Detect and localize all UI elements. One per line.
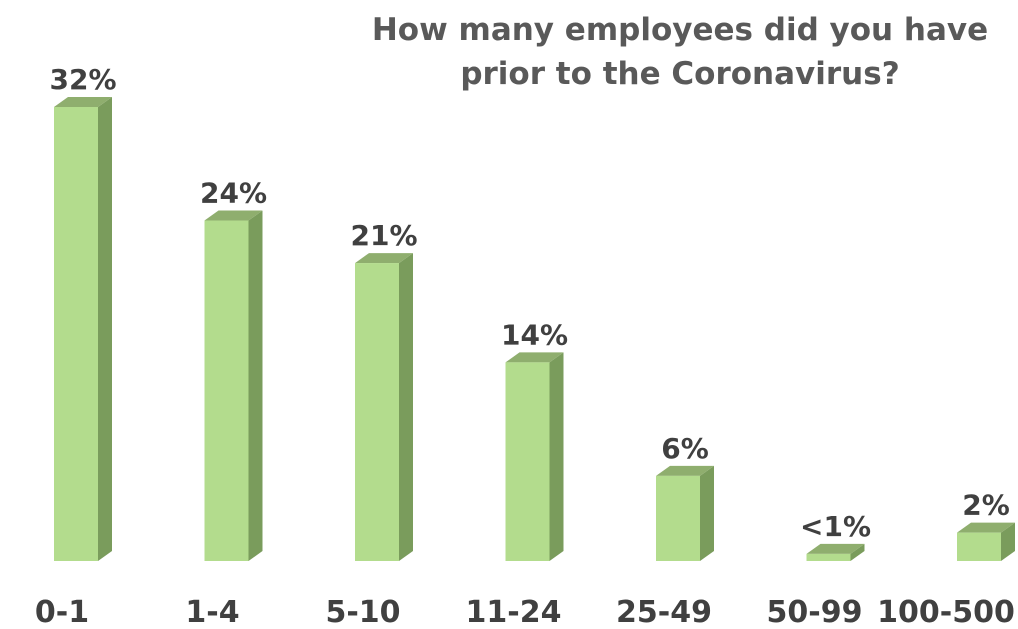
category-label-1-4: 1-4 xyxy=(185,595,239,629)
chart-title: How many employees did you have prior to… xyxy=(371,12,989,92)
value-label-50-99: <1% xyxy=(800,510,871,543)
bar-side-face xyxy=(248,210,263,561)
value-label-1-4: 24% xyxy=(200,177,267,210)
bar-front-face xyxy=(355,263,399,561)
category-label-100-500: 100-500 xyxy=(877,595,1015,629)
category-label-25-49: 25-49 xyxy=(616,595,712,629)
bar-side-face xyxy=(850,543,865,561)
value-label-11-24: 14% xyxy=(501,318,568,351)
bar-side-face xyxy=(700,465,714,561)
category-label-0-1: 0-1 xyxy=(35,595,89,629)
value-label-100-500: 2% xyxy=(962,489,1010,522)
value-labels-layer: 32% 24% 21% 14% 6% <1% 2% xyxy=(49,63,1009,543)
category-labels-layer: 0-1 1-4 5-10 11-24 25-49 50-99 100-500 xyxy=(35,595,1015,629)
bar-side-face xyxy=(549,352,564,561)
bar-side-face xyxy=(98,97,112,561)
bar-front-face xyxy=(505,362,550,561)
category-label-50-99: 50-99 xyxy=(767,595,863,629)
bar-front-face xyxy=(656,475,700,561)
bar-top-face xyxy=(204,210,263,221)
category-label-5-10: 5-10 xyxy=(325,595,400,629)
bar-11-24 xyxy=(505,352,564,561)
bar-25-49 xyxy=(656,465,714,561)
bar-top-face xyxy=(355,253,413,264)
bar-0-1 xyxy=(54,97,112,561)
bar-5-10 xyxy=(355,253,413,561)
bar-50-99 xyxy=(806,543,865,561)
bar-1-4 xyxy=(204,210,263,561)
bars-layer xyxy=(54,97,1015,561)
bar-top-face xyxy=(806,543,865,554)
bar-top-face xyxy=(656,465,714,476)
category-label-11-24: 11-24 xyxy=(466,595,562,629)
bar-100-500 xyxy=(957,522,1015,561)
value-label-0-1: 32% xyxy=(49,63,116,96)
bar-top-face xyxy=(54,97,112,107)
bar-top-face xyxy=(957,522,1015,533)
value-label-25-49: 6% xyxy=(661,432,709,465)
bar-front-face xyxy=(957,532,1001,561)
bar-side-face xyxy=(1001,522,1015,561)
bar-top-face xyxy=(505,352,564,363)
bar-front-face xyxy=(54,107,98,561)
bar-front-face xyxy=(806,553,851,561)
bar-front-face xyxy=(204,220,249,561)
bar-side-face xyxy=(399,253,413,561)
value-label-5-10: 21% xyxy=(350,219,417,252)
